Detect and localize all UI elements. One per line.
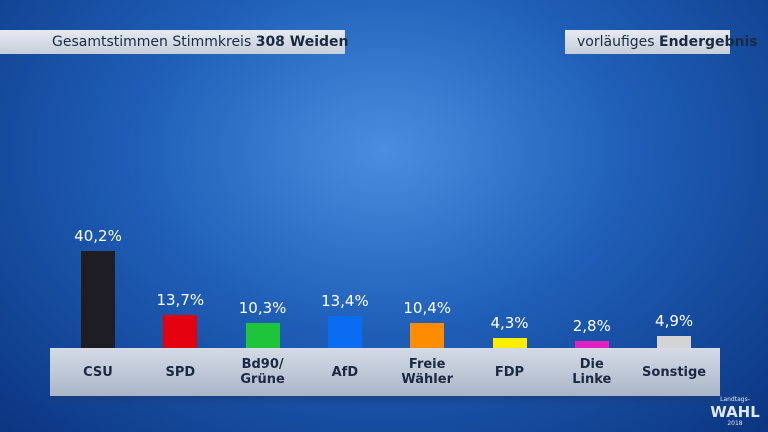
value-label: 10,3% <box>238 299 287 318</box>
status-text: vorläufiges <box>577 34 655 50</box>
value-label: 4,9% <box>655 312 694 331</box>
status: vorläufiges Endergebnis <box>577 30 758 54</box>
value-label: 13,7% <box>156 290 205 309</box>
x-tick-label: Bd90/ Grüne <box>240 357 285 387</box>
status-bold: Endergebnis <box>659 34 758 50</box>
bar <box>163 314 198 348</box>
value-label: 40,2% <box>74 227 122 246</box>
bar <box>81 251 115 348</box>
bar <box>657 336 692 348</box>
title-text: Gesamtstimmen Stimmkreis <box>52 34 252 50</box>
bar <box>327 315 362 348</box>
x-tick-label: SPD <box>165 364 196 380</box>
x-tick-label: Freie Wähler <box>401 357 453 387</box>
title-bold: 308 Weiden <box>255 34 349 50</box>
x-tick-label: Sonstige <box>642 364 707 380</box>
value-label: 2,8% <box>572 317 611 336</box>
x-tick-label: CSU <box>83 364 113 380</box>
logo-main: WAHL <box>710 403 760 421</box>
title-bar: Gesamtstimmen Stimmkreis 308 Weiden <box>0 30 349 54</box>
category-strip <box>50 348 720 396</box>
x-tick-label: Die Linke <box>572 357 612 387</box>
value-label: 13,4% <box>321 291 369 310</box>
bar <box>245 323 280 348</box>
bar <box>410 322 445 348</box>
logo-year: 2018 <box>727 420 743 427</box>
x-tick-label: AfD <box>331 364 359 380</box>
value-label: 10,4% <box>403 298 452 317</box>
title: Gesamtstimmen Stimmkreis 308 Weiden <box>52 30 349 54</box>
x-tick-label: FDP <box>494 364 525 380</box>
status-bar: vorläufiges Endergebnis <box>565 30 758 54</box>
bar <box>574 341 609 348</box>
bar <box>492 337 527 348</box>
strip-shadow <box>50 396 720 406</box>
value-label: 4,3% <box>490 313 529 332</box>
logo-top: Landtags- <box>720 396 750 403</box>
